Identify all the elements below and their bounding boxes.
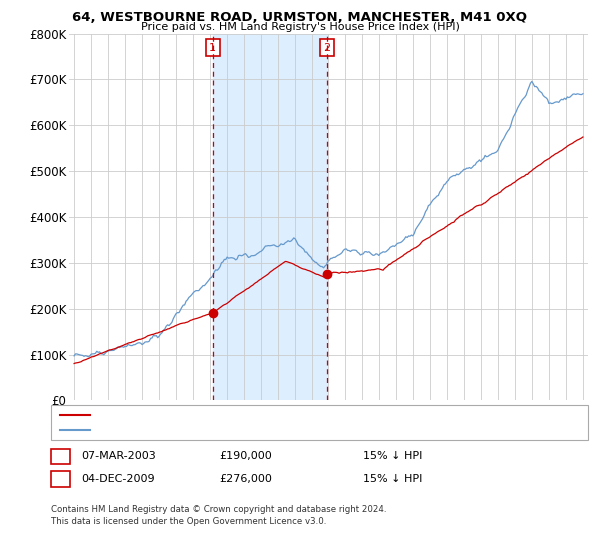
Text: 1: 1	[57, 450, 64, 463]
Text: £190,000: £190,000	[219, 451, 272, 461]
Text: 04-DEC-2009: 04-DEC-2009	[81, 474, 155, 484]
Text: 2: 2	[323, 43, 331, 53]
Text: 64, WESTBOURNE ROAD, URMSTON, MANCHESTER, M41 0XQ (detached house): 64, WESTBOURNE ROAD, URMSTON, MANCHESTER…	[95, 409, 484, 419]
Text: 1: 1	[209, 43, 217, 53]
Text: HPI: Average price, detached house, Trafford: HPI: Average price, detached house, Traf…	[95, 425, 313, 435]
Text: 15% ↓ HPI: 15% ↓ HPI	[363, 451, 422, 461]
Text: 07-MAR-2003: 07-MAR-2003	[81, 451, 156, 461]
Text: Contains HM Land Registry data © Crown copyright and database right 2024.
This d: Contains HM Land Registry data © Crown c…	[51, 505, 386, 526]
Bar	[213, 34, 327, 400]
Text: 2: 2	[57, 472, 64, 486]
Text: 64, WESTBOURNE ROAD, URMSTON, MANCHESTER, M41 0XQ: 64, WESTBOURNE ROAD, URMSTON, MANCHESTER…	[73, 11, 527, 24]
Text: Price paid vs. HM Land Registry's House Price Index (HPI): Price paid vs. HM Land Registry's House …	[140, 22, 460, 32]
Text: 15% ↓ HPI: 15% ↓ HPI	[363, 474, 422, 484]
Text: £276,000: £276,000	[219, 474, 272, 484]
